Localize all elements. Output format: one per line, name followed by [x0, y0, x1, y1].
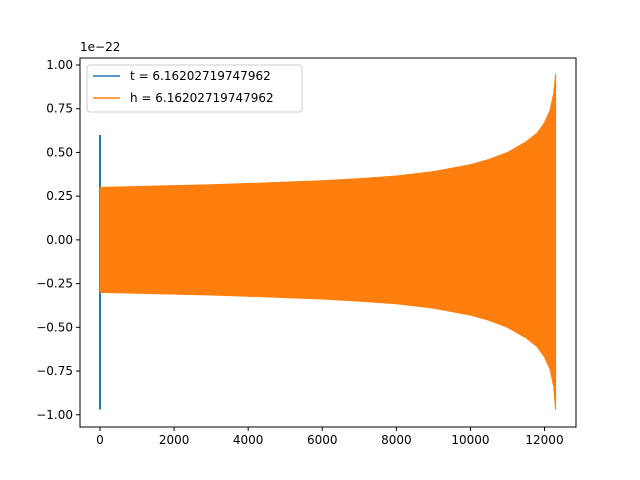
- y-tick-label: 0.75: [46, 102, 73, 116]
- legend-box: [86, 64, 303, 113]
- legend-label-h: h = 6.16202719747962: [130, 91, 274, 105]
- x-tick-label: 6000: [307, 433, 338, 447]
- y-tick-label: −1.00: [36, 408, 73, 422]
- x-tick-label: 10000: [451, 433, 489, 447]
- y-tick-label: 1.00: [46, 58, 73, 72]
- legend: t = 6.16202719747962 h = 6.1620271974796…: [86, 64, 303, 113]
- y-axis: 1.00 0.75 0.50 0.25 0.00 −0.25 −0.50 −0.75 −1.00: [36, 58, 80, 422]
- legend-label-t: t = 6.16202719747962: [130, 69, 271, 83]
- y-tick-label: −0.50: [36, 320, 73, 334]
- y-tick-label: −0.75: [36, 364, 73, 378]
- x-tick-label: 2000: [159, 433, 190, 447]
- x-tick-label: 8000: [381, 433, 412, 447]
- y-offset-label: 1e−22: [80, 40, 120, 54]
- x-tick-label: 12000: [525, 433, 563, 447]
- x-axis: 0 2000 4000 6000 8000 10000 12000: [96, 427, 564, 447]
- x-tick-label: 0: [96, 433, 104, 447]
- plot-area: [99, 73, 557, 410]
- x-tick-label: 4000: [233, 433, 264, 447]
- series-h-envelope: [99, 73, 557, 410]
- y-tick-label: 0.00: [46, 233, 73, 247]
- y-tick-label: 0.50: [46, 145, 73, 159]
- axes-frame: [79, 57, 577, 428]
- y-tick-label: 0.25: [46, 189, 73, 203]
- y-tick-label: −0.25: [36, 277, 73, 291]
